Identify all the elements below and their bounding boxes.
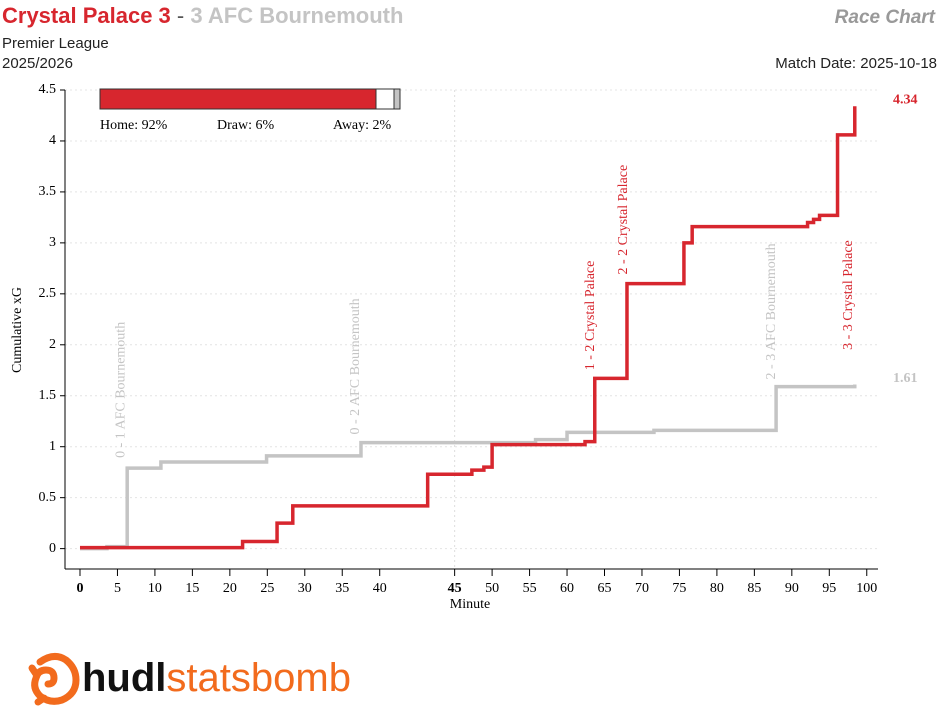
logo-first: hudl	[82, 656, 166, 700]
end-label: 1.61	[893, 371, 918, 386]
goal-annotation: 1 - 2 Crystal Palace	[583, 261, 598, 371]
x-tick-label: 20	[223, 581, 237, 596]
x-tick-label: 25	[260, 581, 274, 596]
probability-label: Draw: 6%	[217, 118, 274, 133]
goal-annotation: 2 - 2 Crystal Palace	[616, 165, 631, 275]
x-tick-label: 85	[747, 581, 761, 596]
competition: Premier League	[2, 35, 109, 52]
x-tick-label: 35	[335, 581, 349, 596]
x-tick-label: 50	[485, 581, 499, 596]
y-tick-label: 3	[49, 235, 56, 250]
x-tick-label: 100	[856, 581, 877, 596]
probability-segment	[393, 88, 401, 110]
probability-label: Away: 2%	[333, 118, 392, 133]
goal-annotation: 2 - 3 AFC Bournemouth	[764, 243, 779, 379]
probability-label: Home: 92%	[100, 118, 168, 133]
y-tick-label: 1	[49, 439, 56, 454]
y-tick-label: 2	[49, 337, 56, 352]
x-tick-label: 15	[185, 581, 199, 596]
logo-icon	[28, 653, 80, 706]
xg-line	[79, 384, 857, 551]
logo-text: hudlstatsbomb	[82, 656, 351, 700]
x-tick-label: 10	[148, 581, 162, 596]
x-tick-label: 40	[373, 581, 387, 596]
x-tick-label: 5	[114, 581, 121, 596]
x-tick-label: 70	[635, 581, 649, 596]
goal-annotation: 3 - 3 Crystal Palace	[841, 240, 856, 350]
x-tick-label: 65	[598, 581, 612, 596]
y-tick-label: 1.5	[39, 388, 57, 403]
y-tick-label: 4	[49, 133, 56, 148]
x-tick-label: 90	[785, 581, 799, 596]
y-tick-label: 0.5	[39, 490, 57, 505]
logo: hudlstatsbomb	[28, 653, 351, 706]
goal-annotation: 0 - 1 AFC Bournemouth	[113, 322, 128, 458]
title: Crystal Palace 3 - 3 AFC Bournemouth	[2, 3, 403, 28]
home-title: Crystal Palace 3	[2, 3, 171, 28]
probability-segment	[375, 88, 395, 110]
y-tick-label: 0	[49, 541, 56, 556]
goal-annotation: 0 - 2 AFC Bournemouth	[348, 298, 363, 434]
x-tick-label: 45	[448, 581, 462, 596]
x-tick-label: 30	[298, 581, 312, 596]
end-label: 4.34	[893, 93, 918, 108]
x-tick-label: 0	[76, 581, 83, 596]
chart-name: Race Chart	[835, 7, 936, 28]
season: 2025/2026	[2, 55, 73, 72]
y-tick-label: 4.5	[39, 82, 57, 97]
x-tick-label: 55	[523, 581, 537, 596]
y-tick-label: 2.5	[39, 286, 57, 301]
y-tick-label: 3.5	[39, 184, 57, 199]
x-tick-label: 60	[560, 581, 574, 596]
x-axis-label: Minute	[450, 597, 490, 612]
xg-line	[79, 106, 857, 550]
x-tick-label: 95	[822, 581, 836, 596]
logo-second: statsbomb	[166, 656, 351, 700]
probability-segment	[99, 88, 377, 110]
title-separator: -	[177, 3, 184, 28]
y-axis-label: Cumulative xG	[10, 287, 25, 373]
x-tick-label: 75	[672, 581, 686, 596]
x-tick-label: 80	[710, 581, 724, 596]
away-title: 3 AFC Bournemouth	[190, 3, 403, 28]
match-date: Match Date: 2025-10-18	[775, 55, 937, 72]
